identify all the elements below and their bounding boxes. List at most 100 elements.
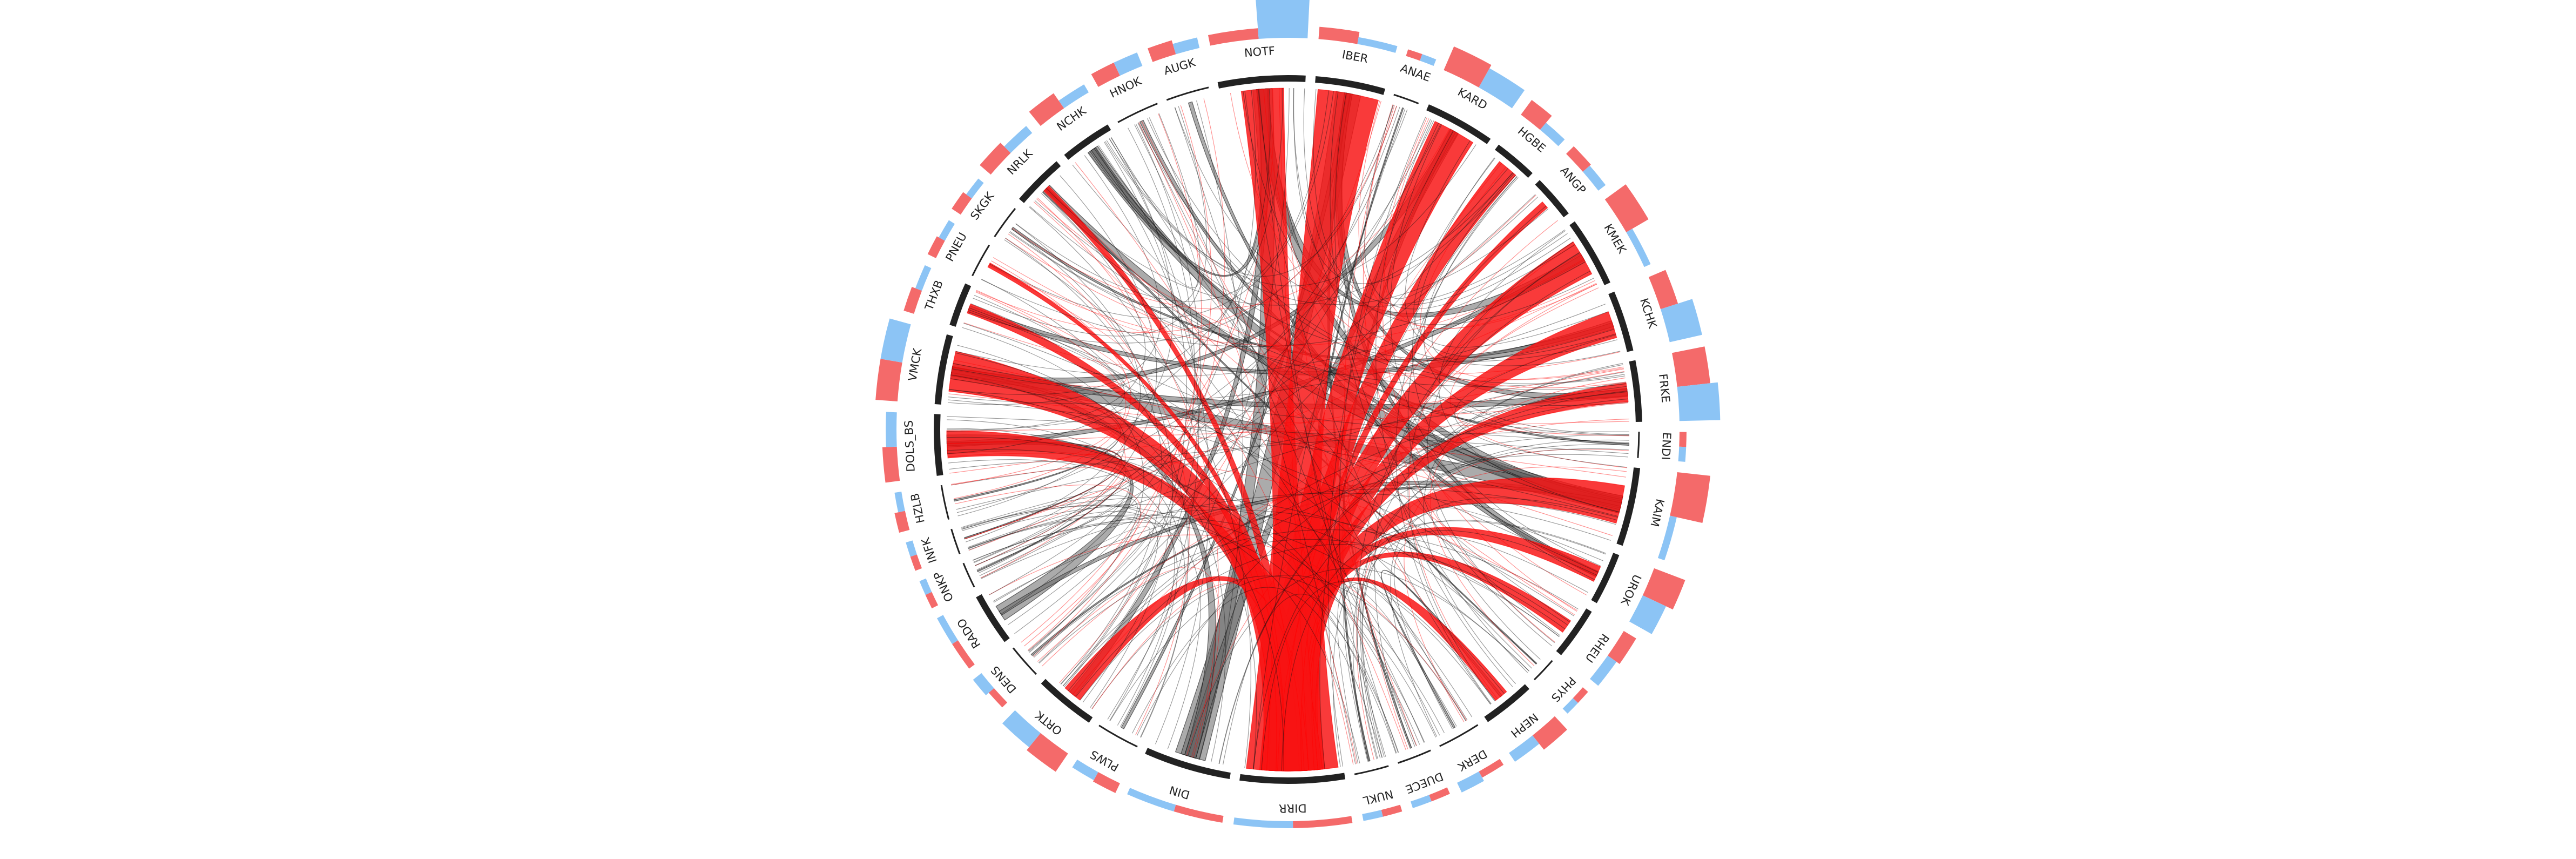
connection-line	[1279, 88, 1309, 770]
connection-line	[1104, 141, 1549, 305]
connection-line	[1174, 107, 1356, 764]
segment-arc-iber[interactable]	[1315, 76, 1386, 95]
segment-arc-vmck[interactable]	[934, 334, 953, 405]
segment-arc-rheu[interactable]	[1556, 608, 1592, 655]
segment-arc-frke[interactable]	[1629, 360, 1642, 422]
segment-arc-hgbe[interactable]	[1495, 144, 1533, 178]
connection-line	[1042, 566, 1220, 758]
connection-line	[989, 534, 1467, 721]
segment-arc-dens[interactable]	[1012, 647, 1037, 675]
connection-line	[1219, 390, 1628, 764]
segment-arc-angp[interactable]	[1535, 180, 1569, 218]
outer-bar-blue-onkp	[919, 578, 932, 595]
segment-arc-thxb[interactable]	[949, 283, 972, 327]
connection-line	[948, 393, 1626, 478]
outer-bar-blue-frke	[1677, 382, 1721, 421]
connection-line	[1012, 128, 1450, 310]
segment-arc-hzlb[interactable]	[940, 485, 950, 520]
connection-line	[1243, 91, 1621, 366]
connection-line	[1263, 89, 1587, 595]
outer-bar-red-phys	[1573, 687, 1588, 703]
segment-arc-notf[interactable]	[1217, 75, 1306, 89]
connection-line	[1029, 206, 1251, 768]
segment-arc-nchk[interactable]	[1064, 124, 1111, 160]
connection-line	[961, 495, 1138, 625]
outer-bar-red-infk	[910, 554, 922, 571]
sector-label-infk: INFK	[919, 535, 939, 565]
segment-arc-dols-bs[interactable]	[934, 414, 943, 476]
connection-line	[989, 259, 1584, 346]
segment-arc-hnok[interactable]	[1117, 103, 1158, 123]
outer-bar-red-rheu	[1608, 630, 1636, 664]
connection-line	[962, 327, 1144, 653]
segment-arc-duece[interactable]	[1398, 749, 1431, 764]
segment-arc-augk[interactable]	[1166, 86, 1209, 101]
sector-label-augk: AUGK	[1162, 56, 1197, 77]
sector-label-hzlb: HZLB	[908, 492, 927, 525]
segment-arc-derk[interactable]	[1439, 724, 1479, 747]
segment-arc-kmek[interactable]	[1569, 221, 1610, 285]
connection-line	[1258, 89, 1491, 704]
outer-bar-blue-nrlk	[1004, 126, 1033, 153]
connection-line	[1430, 377, 1626, 666]
segment-arc-dirr[interactable]	[1239, 773, 1346, 784]
connection-line	[1091, 582, 1305, 771]
segment-arc-nrlk[interactable]	[1019, 161, 1061, 203]
segment-arc-skgk[interactable]	[994, 207, 1016, 238]
segment-arc-kaim[interactable]	[1616, 467, 1641, 546]
flow-dirr-to-pneu[interactable]	[987, 262, 1300, 771]
sector-label-din: DIN	[1168, 783, 1191, 802]
flow-halo	[1184, 129, 1459, 759]
sector-label-dirr: DIRR	[1279, 802, 1307, 815]
segment-arc-kard[interactable]	[1426, 104, 1491, 144]
outer-bar-red-dols-bs	[882, 446, 900, 483]
segment-arc-onkp[interactable]	[962, 562, 975, 588]
connection-line	[1075, 454, 1628, 697]
segment-arc-infk[interactable]	[950, 528, 961, 554]
connection-line	[956, 120, 1434, 513]
segment-layer	[934, 75, 1642, 784]
connection-line	[955, 261, 1586, 377]
segment-arc-endi[interactable]	[1637, 432, 1640, 458]
connection-line	[1009, 113, 1201, 308]
sector-label-dols-bs: DOLS_BS	[902, 420, 918, 472]
connection-line	[1005, 238, 1621, 375]
connection-line	[1008, 233, 1190, 735]
flow-dirr-to-angp[interactable]	[1283, 201, 1548, 771]
segment-arc-phys[interactable]	[1533, 660, 1553, 681]
segment-arc-nukl[interactable]	[1354, 765, 1389, 775]
segment-arc-urok[interactable]	[1591, 553, 1620, 603]
segment-arc-anae[interactable]	[1393, 93, 1419, 105]
connection-line	[1001, 90, 1256, 615]
segment-arc-ortk[interactable]	[1041, 679, 1093, 723]
connection-line	[1009, 232, 1625, 387]
flow-dirr-to-nrlk[interactable]	[1043, 185, 1300, 771]
segment-arc-pneu[interactable]	[972, 244, 990, 277]
segment-arc-plws[interactable]	[1098, 724, 1138, 748]
outer-bar-red-frke	[1672, 346, 1710, 387]
connection-line	[1420, 166, 1624, 380]
connection-line	[1332, 520, 1607, 767]
connection-line	[1149, 117, 1417, 746]
connection-line	[947, 416, 1629, 454]
connection-line	[1015, 90, 1329, 302]
connection-line	[1088, 152, 1617, 362]
outer-bar-blue-skgk	[966, 178, 984, 199]
sector-label-thxb: THXB	[922, 278, 946, 312]
outer-bar-red-iber	[1318, 26, 1360, 44]
outer-bar-red-augk	[1148, 40, 1176, 62]
connection-line	[1034, 119, 1431, 658]
connection-line	[993, 526, 1151, 652]
connection-line	[1374, 252, 1580, 748]
segment-arc-kchk[interactable]	[1608, 291, 1634, 352]
connection-line	[969, 307, 1599, 573]
connection-line	[993, 488, 1617, 602]
connection-line	[1413, 158, 1609, 348]
segment-arc-rado[interactable]	[976, 594, 1010, 642]
segment-arc-neph[interactable]	[1484, 684, 1529, 722]
segment-arc-din[interactable]	[1145, 748, 1231, 780]
connection-line	[1047, 187, 1575, 615]
connection-line	[1132, 587, 1383, 758]
outer-bar-blue-rado	[937, 615, 958, 645]
outer-bar-layer	[875, 0, 1721, 828]
